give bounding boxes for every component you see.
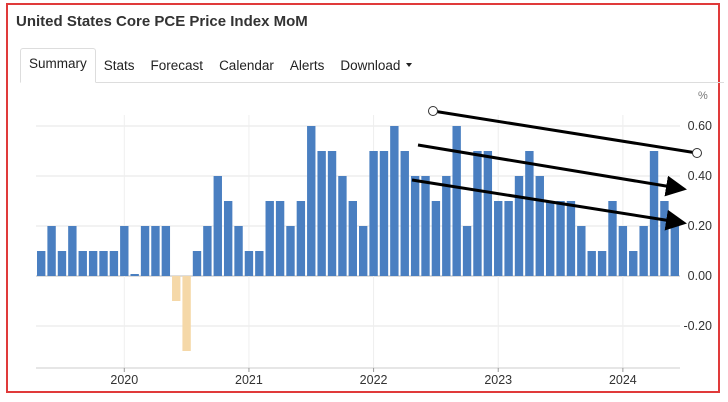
bar[interactable] <box>234 226 243 276</box>
bar[interactable] <box>151 226 160 276</box>
bar[interactable] <box>88 251 98 276</box>
bar[interactable] <box>618 226 628 276</box>
bar[interactable] <box>307 126 316 276</box>
bar[interactable] <box>462 226 472 276</box>
bar[interactable] <box>213 176 222 276</box>
trend-arrow-3 <box>411 178 687 231</box>
bar[interactable] <box>317 151 326 276</box>
bar[interactable] <box>99 251 108 276</box>
bar[interactable] <box>338 176 347 276</box>
trend-arrow-2 <box>417 143 687 197</box>
bar[interactable] <box>68 226 77 276</box>
bar[interactable] <box>57 251 67 276</box>
bar[interactable] <box>130 274 139 276</box>
bar[interactable] <box>275 201 285 276</box>
bar[interactable] <box>192 251 202 276</box>
y-tick-label: 0.00 <box>688 269 712 283</box>
bar[interactable] <box>660 201 669 276</box>
bar[interactable] <box>140 226 150 276</box>
bar[interactable] <box>286 226 295 276</box>
tab-stats[interactable]: Stats <box>96 58 143 82</box>
bar[interactable] <box>514 176 524 276</box>
bar[interactable] <box>244 251 254 276</box>
tab-summary[interactable]: Summary <box>20 48 96 83</box>
trend-arrow-1-start-handle[interactable] <box>428 106 438 116</box>
bar[interactable] <box>608 201 617 276</box>
bar[interactable] <box>483 151 493 276</box>
bar[interactable] <box>452 126 461 276</box>
bar[interactable] <box>473 151 482 276</box>
chart-widget-frame: United States Core PCE Price Index MoM S… <box>6 3 724 393</box>
bar[interactable] <box>442 176 451 276</box>
bar[interactable] <box>431 201 441 276</box>
bar[interactable] <box>161 226 171 276</box>
x-tick-label: 2024 <box>609 373 637 387</box>
bar[interactable] <box>525 151 534 276</box>
chart-bars <box>37 126 679 351</box>
bar[interactable] <box>379 151 389 276</box>
x-tick-label: 2021 <box>235 373 263 387</box>
tab-download[interactable]: Download <box>332 58 420 82</box>
bar[interactable] <box>410 176 420 276</box>
bar[interactable] <box>400 151 409 276</box>
tab-bar: Summary Stats Forecast Calendar Alerts D… <box>20 48 724 83</box>
bar[interactable] <box>37 251 46 276</box>
bar[interactable] <box>639 226 648 276</box>
bar[interactable] <box>203 226 212 276</box>
bar[interactable] <box>535 176 544 276</box>
tab-forecast[interactable]: Forecast <box>143 58 212 82</box>
bar[interactable] <box>577 226 586 276</box>
chevron-down-icon <box>406 62 413 67</box>
trend-arrow-1 <box>432 109 698 155</box>
y-tick-label: -0.20 <box>684 319 713 333</box>
bar[interactable] <box>545 201 555 276</box>
bar[interactable] <box>629 251 638 276</box>
bar[interactable] <box>327 151 337 276</box>
tab-download-label: Download <box>340 58 401 73</box>
bar[interactable] <box>670 226 679 276</box>
bar[interactable] <box>390 126 399 276</box>
bar[interactable] <box>120 226 129 276</box>
tab-calendar[interactable]: Calendar <box>211 58 282 82</box>
tab-alerts[interactable]: Alerts <box>282 58 333 82</box>
bar[interactable] <box>265 201 274 276</box>
bar[interactable] <box>649 151 659 276</box>
trend-annotations <box>411 106 702 231</box>
tab-forecast-label: Forecast <box>150 58 204 73</box>
chart-x-axis: 2020 2021 2022 2023 2024 <box>36 367 680 387</box>
bar[interactable] <box>494 201 503 276</box>
bar[interactable] <box>109 251 119 276</box>
bar[interactable] <box>587 251 596 276</box>
y-tick-label: 0.40 <box>688 169 712 183</box>
bar[interactable] <box>566 201 576 276</box>
tab-calendar-label: Calendar <box>219 58 274 73</box>
tab-summary-label: Summary <box>29 56 87 71</box>
y-tick-label: 0.60 <box>688 119 712 133</box>
trend-arrow-1-end-handle[interactable] <box>692 148 702 158</box>
bar[interactable] <box>296 201 306 276</box>
x-tick-label: 2022 <box>360 373 388 387</box>
y-unit-label: % <box>698 90 708 102</box>
page-title: United States Core PCE Price Index MoM <box>16 13 308 30</box>
x-tick-label: 2020 <box>110 373 138 387</box>
bar[interactable] <box>182 276 191 351</box>
bar[interactable] <box>172 276 181 301</box>
bar[interactable] <box>369 151 378 276</box>
bar[interactable] <box>556 201 565 276</box>
bar[interactable] <box>359 226 368 276</box>
bar[interactable] <box>597 251 607 276</box>
bar[interactable] <box>348 201 357 276</box>
chart-y-axis: 0.60 0.40 0.20 0.00 -0.20 <box>684 119 713 333</box>
bar[interactable] <box>78 251 87 276</box>
tab-stats-label: Stats <box>103 58 135 73</box>
bar[interactable] <box>255 251 264 276</box>
y-tick-label: 0.20 <box>688 219 712 233</box>
tab-alerts-label: Alerts <box>289 58 325 73</box>
bar[interactable] <box>47 226 56 276</box>
bar[interactable] <box>504 201 513 276</box>
x-tick-label: 2023 <box>484 373 512 387</box>
bar[interactable] <box>421 176 430 276</box>
bar[interactable] <box>223 201 233 276</box>
